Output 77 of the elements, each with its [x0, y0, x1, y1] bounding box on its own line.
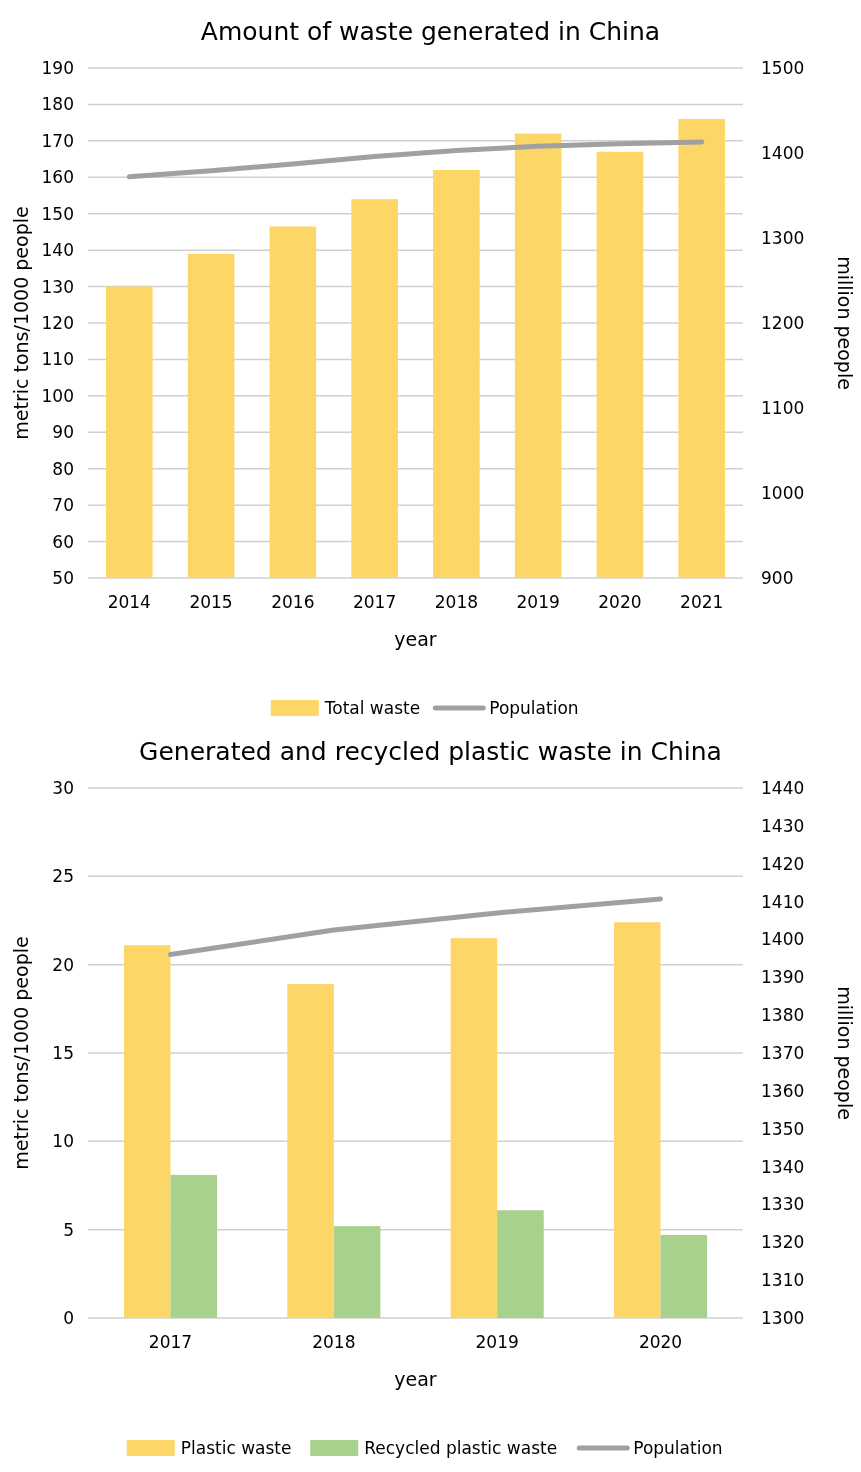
bar [287, 984, 334, 1318]
y-tick-label: 0 [63, 1307, 74, 1328]
bar [660, 1234, 708, 1318]
y2-tick-label: 1100 [761, 397, 805, 418]
y2-tick-label: 1300 [761, 1307, 805, 1328]
y-tick-label: 110 [41, 349, 74, 370]
y-tick-label: 130 [41, 276, 74, 297]
y2-tick-label: 1420 [761, 853, 805, 874]
y2-tick-label: 1500 [761, 57, 805, 78]
x-tick-label: 2017 [148, 1332, 193, 1352]
x-tick-label: 2019 [516, 592, 560, 612]
y2-tick-label: 1300 [761, 227, 805, 248]
bar [613, 922, 661, 1318]
y-tick-label: 50 [52, 567, 74, 588]
bar [497, 1210, 544, 1318]
y-tick-label: 15 [52, 1042, 74, 1063]
y-tick-label: 190 [41, 57, 74, 78]
y2-tick-label: 900 [761, 567, 794, 588]
y-tick-label: 5 [63, 1219, 74, 1240]
y2-tick-label: 1340 [761, 1156, 805, 1177]
y2-tick-label: 1390 [761, 967, 805, 988]
y2-tick-label: 1400 [761, 142, 805, 163]
y2-tick-label: 1410 [761, 891, 805, 912]
y-tick-label: 140 [41, 240, 74, 261]
y-tick-label: 150 [41, 203, 74, 224]
y-tick-label: 120 [41, 312, 74, 333]
y2-axis-title: million people [834, 986, 856, 1120]
y-tick-label: 180 [41, 94, 74, 115]
chart-title: Amount of waste generated in China [200, 17, 661, 46]
bar [123, 945, 171, 1318]
x-axis-title: year [394, 1368, 437, 1390]
bar [450, 938, 498, 1318]
x-tick-label: 2020 [638, 1332, 683, 1352]
y2-tick-label: 1380 [761, 1005, 805, 1026]
y2-tick-label: 1440 [761, 777, 805, 798]
y-tick-label: 90 [52, 422, 74, 443]
y-tick-label: 30 [52, 777, 74, 798]
x-tick-label: 2016 [271, 592, 315, 612]
x-tick-label: 2015 [189, 592, 233, 612]
x-tick-label: 2018 [434, 592, 479, 612]
y-tick-label: 20 [52, 954, 74, 975]
y2-tick-label: 1430 [761, 815, 805, 836]
y2-tick-label: 1350 [761, 1118, 805, 1139]
y-tick-label: 10 [52, 1131, 74, 1152]
x-tick-label: 2021 [680, 592, 724, 612]
y2-tick-label: 1360 [761, 1080, 805, 1101]
x-tick-label: 2018 [312, 1332, 356, 1352]
legend-label: Recycled plastic waste [364, 1437, 558, 1458]
y2-axis-title: million people [834, 256, 856, 390]
bar [170, 1174, 218, 1318]
y-tick-label: 25 [52, 866, 74, 887]
y-axis-title: metric tons/1000 people [10, 936, 32, 1170]
x-tick-label: 2019 [475, 1332, 519, 1352]
legend-label: Population [489, 697, 579, 718]
legend-label: Population [633, 1437, 723, 1458]
legend-label: Total waste [323, 697, 421, 718]
y-tick-label: 60 [52, 531, 74, 552]
y-tick-label: 80 [52, 458, 74, 479]
x-axis-title: year [394, 628, 437, 650]
y2-tick-label: 1370 [761, 1042, 805, 1063]
bar [333, 1226, 381, 1318]
y2-tick-label: 1330 [761, 1194, 805, 1215]
x-tick-label: 2020 [598, 592, 642, 612]
y-tick-label: 160 [41, 167, 74, 188]
y2-tick-label: 1400 [761, 929, 805, 950]
y2-tick-label: 1200 [761, 312, 805, 333]
y2-tick-label: 1320 [761, 1232, 805, 1253]
y-axis-title: metric tons/1000 people [10, 206, 32, 440]
y-tick-label: 170 [41, 130, 74, 151]
y-tick-label: 100 [41, 385, 74, 406]
x-tick-label: 2014 [107, 592, 151, 612]
chart-title: Generated and recycled plastic waste in China [139, 737, 722, 766]
legend-label: Plastic waste [180, 1437, 292, 1458]
y2-tick-label: 1000 [761, 482, 805, 503]
y2-tick-label: 1310 [761, 1270, 805, 1291]
y-tick-label: 70 [52, 495, 74, 516]
x-tick-label: 2017 [352, 592, 397, 612]
